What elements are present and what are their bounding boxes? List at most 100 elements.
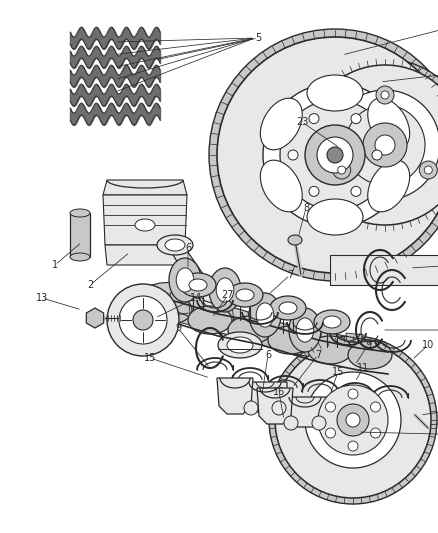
Ellipse shape [165,239,185,251]
Ellipse shape [288,150,298,160]
Polygon shape [86,308,104,328]
Ellipse shape [209,29,438,281]
Ellipse shape [376,86,394,104]
Ellipse shape [318,385,388,455]
Text: 23: 23 [296,117,308,127]
Ellipse shape [305,125,365,185]
Ellipse shape [275,342,431,498]
Ellipse shape [217,37,438,273]
Ellipse shape [227,337,253,353]
Ellipse shape [176,268,194,292]
Ellipse shape [309,187,319,196]
Ellipse shape [133,310,153,330]
Text: 11: 11 [357,363,369,373]
Polygon shape [170,293,190,315]
Ellipse shape [371,428,381,438]
Text: 5: 5 [255,33,261,43]
Text: 7: 7 [315,350,321,360]
Polygon shape [103,195,187,245]
Ellipse shape [284,416,298,430]
Ellipse shape [419,161,437,179]
Ellipse shape [368,160,410,212]
Ellipse shape [268,326,312,354]
Ellipse shape [289,308,321,352]
Polygon shape [210,310,250,340]
Ellipse shape [119,296,167,344]
Ellipse shape [279,302,297,314]
Polygon shape [214,303,234,325]
Polygon shape [290,330,330,360]
Polygon shape [103,180,187,195]
Polygon shape [302,323,322,345]
Text: 8: 8 [303,203,309,213]
Ellipse shape [338,166,346,174]
Text: 6: 6 [265,350,271,360]
Polygon shape [330,340,370,365]
Ellipse shape [424,166,432,174]
Ellipse shape [263,83,407,227]
Ellipse shape [368,98,410,150]
Ellipse shape [305,372,401,468]
Ellipse shape [317,137,353,173]
Ellipse shape [337,404,369,436]
Ellipse shape [260,160,302,212]
Text: 14: 14 [190,293,202,303]
Ellipse shape [218,332,262,358]
Ellipse shape [299,59,438,231]
Ellipse shape [236,289,254,301]
Ellipse shape [307,75,363,111]
Ellipse shape [209,268,241,312]
Ellipse shape [325,428,336,438]
Text: 1: 1 [52,260,58,270]
Polygon shape [257,388,293,424]
Polygon shape [243,382,287,412]
Ellipse shape [249,293,281,337]
Text: 6: 6 [185,243,191,253]
Polygon shape [258,313,278,335]
Ellipse shape [189,279,207,291]
Ellipse shape [346,413,360,427]
Polygon shape [70,213,90,257]
Ellipse shape [363,123,407,167]
Text: 15: 15 [332,367,344,377]
Ellipse shape [381,91,389,99]
Text: 2: 2 [87,280,93,290]
Polygon shape [105,245,185,265]
Ellipse shape [180,273,216,297]
Polygon shape [283,397,327,427]
Ellipse shape [333,161,351,179]
Ellipse shape [228,316,272,344]
Text: 15: 15 [144,353,156,363]
Ellipse shape [272,401,286,415]
Ellipse shape [148,296,192,324]
Ellipse shape [70,209,90,217]
Ellipse shape [325,402,336,412]
Text: 16: 16 [273,387,285,397]
Ellipse shape [256,303,274,327]
Polygon shape [167,245,252,345]
Ellipse shape [312,416,326,430]
Ellipse shape [270,296,306,320]
Ellipse shape [269,336,437,504]
Ellipse shape [260,98,302,150]
Ellipse shape [314,310,350,334]
Ellipse shape [327,147,343,163]
Bar [330,255,438,285]
Ellipse shape [70,253,90,261]
Ellipse shape [348,341,392,369]
Text: 9: 9 [175,323,181,333]
Ellipse shape [309,114,319,124]
Polygon shape [250,320,290,350]
Ellipse shape [157,235,193,255]
Ellipse shape [305,65,438,225]
Ellipse shape [296,318,314,342]
Ellipse shape [244,401,258,415]
Ellipse shape [135,219,155,231]
Ellipse shape [288,235,302,245]
Polygon shape [346,333,366,355]
Ellipse shape [351,114,361,124]
Ellipse shape [375,135,395,155]
Ellipse shape [188,306,232,334]
Text: 10: 10 [422,340,434,350]
Polygon shape [170,300,210,330]
